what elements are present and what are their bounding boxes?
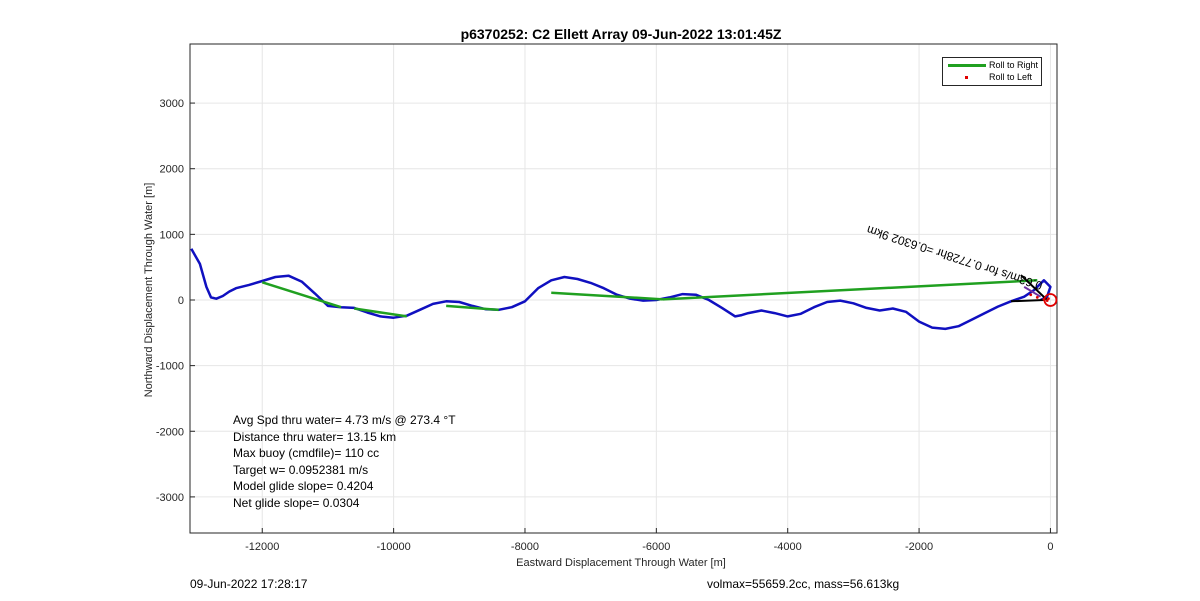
grid xyxy=(190,44,1057,533)
legend-item-roll-right: Roll to Right xyxy=(943,59,1041,71)
y-tick-label: 0 xyxy=(178,295,184,307)
tick-labels: -12000 -10000 -8000 -6000 -4000 -2000 0-3000-2… xyxy=(156,98,1054,553)
series-layer xyxy=(190,248,1058,331)
stat-target-w: Target w= 0.0952381 m/s xyxy=(233,462,369,477)
legend-label-roll-left: Roll to Left xyxy=(989,72,1033,82)
legend: Roll to Right Roll to Left xyxy=(942,57,1042,86)
x-tick-label: -2000 xyxy=(905,541,933,553)
y-tick-label: -2000 xyxy=(156,426,184,438)
y-tick-label: -3000 xyxy=(156,492,184,504)
roll-left-point xyxy=(1029,293,1033,297)
stat-distance: Distance thru water= 13.15 km xyxy=(233,429,397,444)
x-tick-label: -12000 xyxy=(245,541,279,553)
footer-mass-info: volmax=55659.2cc, mass=56.613kg xyxy=(707,577,900,591)
x-axis-label: Eastward Displacement Through Water [m] xyxy=(516,557,726,569)
roll-right-segment xyxy=(261,281,342,309)
roll-right-segment xyxy=(354,307,407,318)
roll-right-segment xyxy=(662,279,1038,301)
legend-swatch-roll-left xyxy=(965,76,968,79)
stat-model-glide: Model glide slope= 0.4204 xyxy=(233,479,374,493)
x-tick-label: -10000 xyxy=(376,541,410,553)
stat-avg-speed: Avg Spd thru water= 4.73 m/s @ 273.4 °T xyxy=(233,413,456,427)
heading-marker xyxy=(1023,286,1042,298)
roll-right-segment xyxy=(551,291,663,301)
chart-title: p6370252: C2 Ellett Array 09-Jun-2022 13… xyxy=(460,26,782,42)
heading-marker xyxy=(1020,274,1048,301)
roll-left-point xyxy=(1035,295,1039,299)
y-tick-label: 3000 xyxy=(160,98,184,110)
heading-marker xyxy=(1010,298,1044,303)
axes-box xyxy=(189,43,1058,534)
legend-label-roll-right: Roll to Right xyxy=(989,60,1039,70)
y-axis-label: Northward Displacement Through Water [m] xyxy=(143,183,155,398)
x-tick-label: -4000 xyxy=(774,541,802,553)
footer-timestamp: 09-Jun-2022 17:28:17 xyxy=(190,577,308,591)
legend-item-roll-left: Roll to Left xyxy=(943,71,1041,83)
stat-net-glide: Net glide slope= 0.0304 xyxy=(233,495,360,510)
x-tick-label: 0 xyxy=(1047,541,1053,553)
legend-swatch-roll-right xyxy=(948,64,986,67)
y-tick-label: -1000 xyxy=(156,361,184,373)
roll-right-segment xyxy=(446,304,499,312)
x-tick-label: -8000 xyxy=(511,541,539,553)
roll-left-point xyxy=(1045,299,1049,303)
stat-max-buoy: Max buoy (cmdfile)= 110 cc xyxy=(233,446,380,460)
stats-block: Avg Spd thru water= 4.73 m/s @ 273.4 °T … xyxy=(233,412,456,511)
track-line xyxy=(190,248,1052,331)
y-tick-label: 1000 xyxy=(160,229,184,241)
y-tick-label: 2000 xyxy=(160,164,184,176)
axes xyxy=(189,43,1058,534)
x-tick-label: -6000 xyxy=(642,541,670,553)
roll-left-point xyxy=(1047,297,1050,301)
end-position-marker xyxy=(1043,293,1058,307)
